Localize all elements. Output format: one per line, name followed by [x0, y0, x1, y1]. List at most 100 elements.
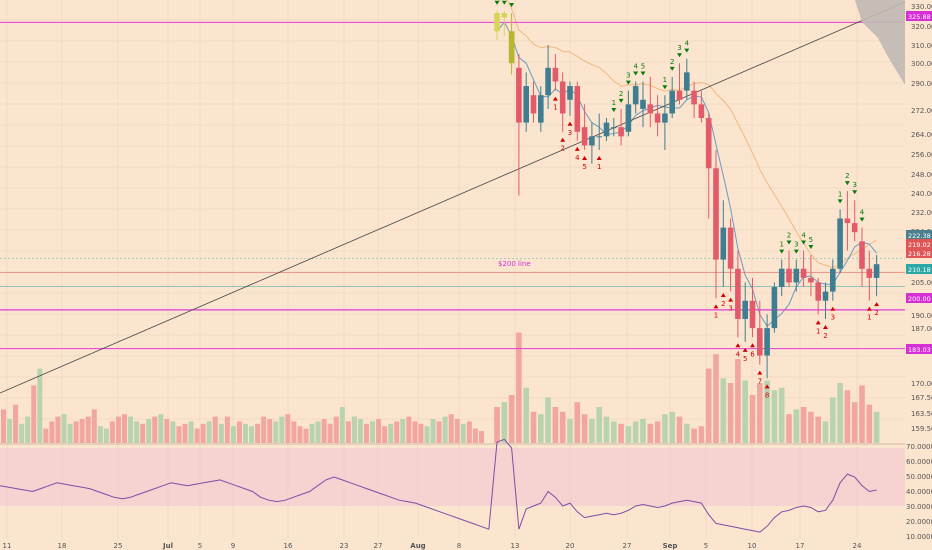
- volume-bar: [55, 416, 61, 443]
- sell-arrow: [793, 249, 799, 254]
- buy-count: 1: [714, 311, 718, 319]
- volume-bar: [793, 409, 800, 443]
- price-tick-label: 290.00: [911, 80, 932, 88]
- x-tick-label: 11: [3, 542, 12, 550]
- sell-count: 5: [809, 236, 813, 244]
- candle-body: [866, 268, 873, 278]
- volume-bar: [73, 421, 79, 443]
- volume-bar: [830, 397, 836, 443]
- rsi-tick-label: 30.0000: [906, 503, 932, 511]
- volume-bar: [778, 387, 785, 443]
- volume-bar: [61, 414, 67, 443]
- candle-body: [684, 72, 690, 91]
- volume-bar: [713, 354, 719, 443]
- volume-bar: [837, 383, 843, 443]
- volume-bar: [218, 423, 224, 443]
- volume-bar: [194, 428, 200, 443]
- volume-bar: [662, 414, 668, 443]
- volume-bar: [508, 395, 515, 443]
- volume-bars: [1, 332, 880, 443]
- volume-bar: [684, 423, 690, 443]
- sell-arrow: [662, 85, 668, 90]
- volume-bar: [478, 431, 484, 443]
- buy-arrow: [735, 343, 741, 348]
- volume-bar: [7, 419, 13, 443]
- price-badge: [906, 248, 932, 258]
- volume-bar: [800, 407, 807, 443]
- candle-body: [494, 13, 500, 32]
- candle-body: [501, 13, 508, 18]
- sell-count: 3: [626, 72, 630, 80]
- volume-bar: [85, 416, 91, 443]
- price-badge: [906, 11, 932, 21]
- price-tick-label: 205.00: [911, 279, 932, 287]
- volume-bar: [115, 416, 121, 443]
- price-tick-label: 310.00: [911, 42, 932, 50]
- sell-arrow: [808, 245, 814, 250]
- price-tick-label: 163.50: [911, 410, 932, 418]
- volume-bar: [261, 416, 267, 443]
- volume-bar: [170, 421, 176, 443]
- volume-bar: [67, 423, 73, 443]
- buy-count: 1: [553, 104, 557, 112]
- price-tick-label: 232.00: [911, 209, 932, 217]
- volume-bar: [152, 416, 158, 443]
- candle-body: [508, 31, 515, 64]
- candle-body: [581, 127, 588, 146]
- volume-bar: [625, 426, 632, 443]
- buy-count: 2: [560, 145, 564, 153]
- volume-bar: [128, 416, 134, 443]
- candle-body: [837, 218, 843, 269]
- price-badge: [906, 264, 932, 274]
- rsi-tick-label: 20.0000: [906, 518, 932, 526]
- sell-arrow: [786, 240, 792, 245]
- sell-arrow: [801, 240, 807, 245]
- sell-arrow: [494, 0, 500, 5]
- volume-bar: [236, 421, 242, 443]
- buy-arrow: [582, 156, 588, 161]
- volume-bar: [255, 423, 261, 443]
- x-tick-label: 18: [58, 542, 67, 550]
- volume-bar: [49, 421, 55, 443]
- candle-body: [822, 291, 829, 301]
- price-badge: [906, 293, 932, 303]
- buy-count: 3: [728, 305, 732, 313]
- volume-bar: [581, 414, 588, 443]
- buy-arrow: [866, 306, 872, 311]
- volume-bar: [749, 395, 756, 443]
- candle-body: [815, 282, 821, 301]
- candle-body: [559, 81, 566, 114]
- rsi-line: [0, 438, 877, 533]
- candle-body: [859, 241, 865, 269]
- volume-bar: [303, 428, 309, 443]
- volume-bar: [873, 411, 880, 443]
- sell-count: 4: [801, 231, 806, 239]
- volume-bar: [339, 407, 345, 443]
- candle-body: [640, 99, 646, 109]
- buy-count: 2: [874, 309, 878, 317]
- rsi-axis: 70.0000 60.0000 50.0000 40.0000 30.0000 20.00…: [906, 443, 932, 541]
- volume-bar: [640, 419, 646, 443]
- sell-arrow: [640, 71, 646, 76]
- price-badge-label: 183.03: [908, 346, 931, 354]
- volume-bar: [603, 416, 610, 443]
- volume-bar: [516, 332, 522, 443]
- candle-body: [757, 328, 763, 356]
- volume-bar: [146, 419, 152, 443]
- x-tick-label: Aug: [410, 542, 425, 550]
- volume-bar: [424, 426, 430, 443]
- annotation-200-line: $200 line: [498, 260, 531, 268]
- buy-arrow: [823, 324, 828, 329]
- volume-bar: [552, 407, 559, 443]
- volume-bar: [808, 411, 814, 443]
- sell-count: 2: [845, 172, 849, 180]
- volume-bar: [559, 411, 566, 443]
- volume-bar: [315, 421, 321, 443]
- sell-count: 1: [612, 99, 616, 107]
- buy-count: 6: [750, 350, 755, 358]
- volume-bar: [364, 423, 369, 443]
- volume-bar: [212, 416, 218, 443]
- sell-arrow: [509, 3, 515, 7]
